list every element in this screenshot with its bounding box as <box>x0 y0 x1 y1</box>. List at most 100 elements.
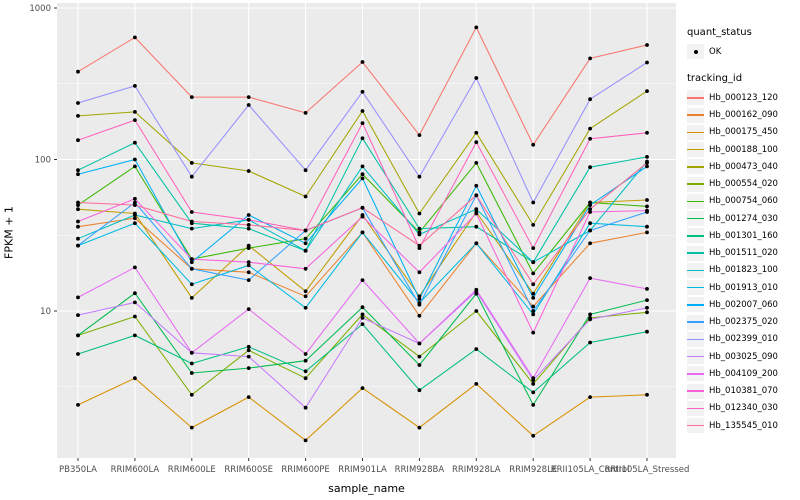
legend-item: Hb_001301_160 <box>687 227 778 244</box>
legend-key <box>687 90 704 106</box>
line-swatch-icon <box>687 217 704 220</box>
data-point <box>645 298 649 302</box>
line-swatch-icon <box>687 166 704 168</box>
legend-item: Hb_010381_070 <box>687 383 778 400</box>
data-point <box>303 248 308 253</box>
data-point <box>246 354 251 359</box>
legend-item: Hb_004109_200 <box>687 365 778 382</box>
data-point <box>246 278 251 282</box>
legend-item-label: Hb_002399_010 <box>709 334 778 345</box>
data-point <box>417 294 422 299</box>
data-point <box>189 361 194 366</box>
data-point <box>588 56 592 61</box>
data-point <box>588 203 592 208</box>
data-point <box>76 203 80 208</box>
data-point <box>133 35 137 40</box>
data-point <box>417 363 422 367</box>
legend-item-label: Hb_003025_090 <box>709 351 778 362</box>
data-point <box>588 126 592 131</box>
data-point <box>133 376 137 381</box>
legend-item-label: Hb_002375_020 <box>709 317 778 328</box>
data-point <box>76 101 80 105</box>
y-tick-label: 100 <box>35 156 51 166</box>
data-point <box>303 289 308 294</box>
legend-item: Hb_000162_090 <box>687 107 778 124</box>
line-swatch-icon <box>687 97 704 99</box>
legend-item-label: Hb_010381_070 <box>709 386 778 397</box>
data-point <box>360 136 365 141</box>
x-tick-label: RRIM600SE <box>224 465 273 475</box>
data-point <box>474 382 479 386</box>
legend-key <box>687 366 704 382</box>
data-point <box>645 224 649 229</box>
legend-key <box>687 383 704 399</box>
data-point <box>360 322 365 326</box>
legend-item-label: Hb_000754_060 <box>709 196 778 207</box>
data-point <box>303 294 308 299</box>
data-point <box>531 200 536 205</box>
data-point <box>531 304 536 309</box>
line-swatch-icon <box>687 338 704 341</box>
data-point <box>303 369 308 374</box>
data-point <box>189 257 194 261</box>
y-axis-labels: 10 100 1000 <box>29 4 51 317</box>
data-point <box>189 392 194 397</box>
data-point <box>76 219 80 224</box>
line-swatch-icon <box>687 235 704 237</box>
data-point <box>246 260 251 265</box>
data-point <box>417 243 422 248</box>
legend-item-label: Hb_135545_010 <box>709 420 778 431</box>
legend-item: Hb_000754_060 <box>687 193 778 210</box>
data-point <box>133 164 137 169</box>
data-point <box>588 395 592 399</box>
data-point <box>645 60 649 65</box>
data-point <box>76 172 80 177</box>
line-swatch-icon <box>687 424 704 427</box>
data-point <box>474 25 479 30</box>
legend-item: Hb_000473_040 <box>687 158 778 175</box>
data-point <box>76 224 80 229</box>
data-point <box>246 103 251 107</box>
data-point <box>76 168 80 173</box>
legend-item-label: Hb_001301_160 <box>709 230 778 241</box>
data-point <box>133 216 137 221</box>
legend-title-quant-status: quant_status <box>687 27 752 38</box>
data-point <box>76 236 80 241</box>
data-point <box>588 210 592 214</box>
data-point <box>246 169 251 173</box>
data-point <box>360 89 365 94</box>
data-point <box>303 228 308 233</box>
x-tick-label: RRIM901LA <box>338 465 387 475</box>
legend-item: Hb_001274_030 <box>687 210 778 227</box>
data-point <box>531 312 536 317</box>
data-point <box>246 366 251 370</box>
data-point <box>246 263 251 268</box>
legend-item-label: Hb_000175_450 <box>709 127 778 138</box>
data-point <box>303 376 308 381</box>
data-point <box>360 164 365 169</box>
data-point <box>417 174 422 179</box>
data-point <box>531 403 536 407</box>
data-point <box>588 340 592 345</box>
legend-key <box>687 297 704 313</box>
data-point <box>133 157 137 162</box>
data-point <box>531 260 536 265</box>
data-point <box>474 224 479 229</box>
data-point <box>531 382 536 386</box>
data-point <box>360 60 365 64</box>
data-point <box>133 110 137 114</box>
data-point <box>360 312 365 317</box>
data-point <box>303 405 308 410</box>
data-point <box>133 265 137 270</box>
data-point <box>531 309 536 313</box>
legend-item: Hb_001823_100 <box>687 262 778 279</box>
data-point <box>189 210 194 214</box>
legend-key <box>687 228 704 244</box>
legend-key <box>687 349 704 365</box>
data-point <box>588 312 592 317</box>
legend-key <box>687 211 704 227</box>
legend-item-label: Hb_001823_100 <box>709 265 778 276</box>
data-point <box>588 241 592 246</box>
data-point <box>76 69 80 74</box>
line-swatch-icon <box>687 304 704 306</box>
